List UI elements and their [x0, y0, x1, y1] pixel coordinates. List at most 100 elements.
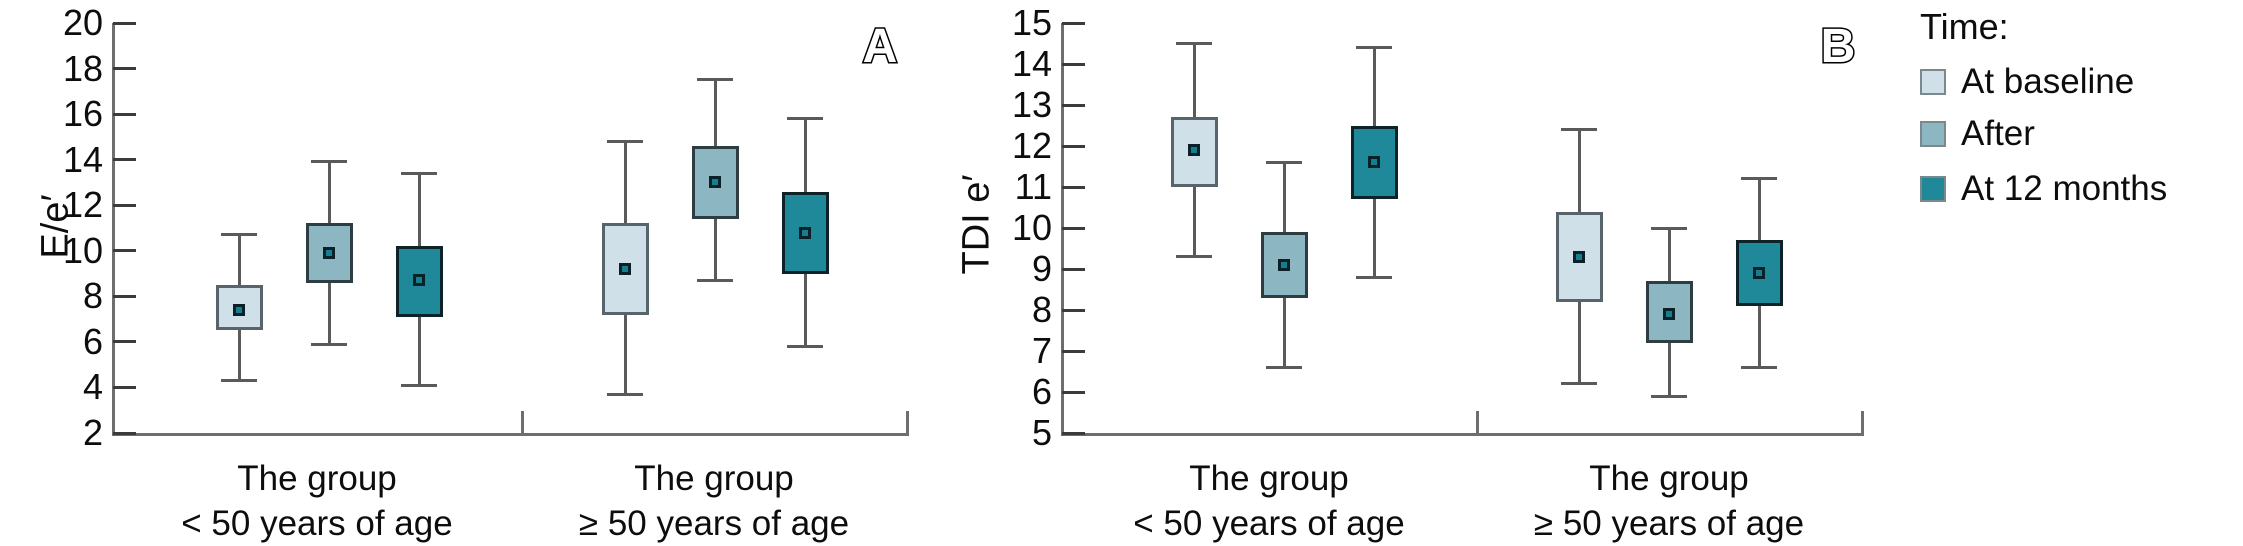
- group-separator-tick: [520, 411, 524, 433]
- y-tick-label: 15: [1011, 2, 1052, 43]
- legend-label-12-months: At 12 months: [1961, 169, 2168, 208]
- whisker-cap-bottom: [787, 344, 823, 348]
- whisker-cap-bottom: [1356, 275, 1392, 279]
- y-tick-label: 5: [1031, 412, 1052, 453]
- legend-item-after: After: [1920, 114, 2035, 154]
- whisker-cap-bottom: [1741, 365, 1777, 369]
- panel-letter: A: [848, 14, 912, 78]
- y-tick: [1062, 349, 1085, 353]
- whisker-cap-top: [787, 117, 823, 121]
- x-category-label-line: ≥ 50 years of age: [578, 504, 850, 543]
- panel-letter: B: [1806, 14, 1870, 78]
- y-tick-label: 13: [1011, 84, 1052, 125]
- whisker-cap-top: [311, 160, 347, 164]
- group-separator-tick: [1475, 411, 1479, 433]
- whisker-cap-top: [1356, 46, 1392, 50]
- legend-title: Time:: [1920, 6, 2009, 47]
- whisker-cap-top: [1266, 160, 1302, 164]
- legend-swatch-12-months-icon: [1920, 176, 1946, 202]
- axis-end-tick: [1860, 411, 1864, 433]
- whisker-cap-top: [1651, 226, 1687, 230]
- x-axis-line: [111, 433, 909, 436]
- mean-marker: [619, 263, 631, 275]
- y-tick-label: 6: [82, 320, 103, 362]
- y-tick: [113, 431, 136, 435]
- y-tick-label: 18: [62, 47, 103, 89]
- x-axis-line: [1060, 433, 1864, 436]
- mean-marker: [799, 226, 811, 239]
- x-category-label-line: The group: [1189, 459, 1349, 498]
- legend-label-after: After: [1961, 114, 2035, 153]
- y-tick-label: 10: [62, 229, 103, 271]
- y-tick-label: 12: [62, 184, 103, 226]
- legend-item-12-months: At 12 months: [1920, 169, 2167, 209]
- legend-item-baseline: At baseline: [1920, 62, 2134, 102]
- y-axis-line: [111, 23, 115, 436]
- y-tick-label: 12: [1011, 125, 1052, 166]
- x-category-label-line: < 50 years of age: [1133, 504, 1405, 543]
- mean-marker: [1663, 308, 1675, 321]
- whisker-cap-bottom: [221, 379, 257, 383]
- mean-marker: [233, 304, 245, 316]
- y-tick: [113, 294, 136, 298]
- y-tick: [1062, 267, 1085, 271]
- mean-marker: [1188, 144, 1200, 157]
- svg-text:A: A: [863, 20, 898, 73]
- y-tick-label: 8: [1031, 289, 1052, 330]
- whisker-cap-bottom: [607, 392, 643, 396]
- whisker-cap-top: [1561, 128, 1597, 132]
- y-tick: [1062, 226, 1085, 230]
- y-tick-label: 6: [1031, 371, 1052, 412]
- x-category-label: The group < 50 years of age: [57, 456, 577, 546]
- y-tick: [113, 21, 136, 25]
- y-tick: [113, 112, 136, 116]
- x-category-label-line: < 50 years of age: [181, 504, 453, 543]
- whisker-cap-bottom: [1651, 394, 1687, 398]
- mean-marker: [1368, 156, 1380, 169]
- whisker-cap-bottom: [311, 342, 347, 346]
- y-tick: [113, 249, 136, 253]
- x-category-label: The group ≥ 50 years of age: [1409, 456, 1929, 546]
- y-axis-title: E/e′: [34, 194, 77, 259]
- x-category-label: The group ≥ 50 years of age: [454, 456, 974, 546]
- y-tick: [1062, 308, 1085, 312]
- mean-marker: [1278, 258, 1290, 271]
- whisker-cap-bottom: [1176, 255, 1212, 259]
- mean-marker: [1573, 250, 1585, 263]
- whisker-cap-bottom: [1266, 365, 1302, 369]
- y-tick-label: 20: [62, 2, 103, 43]
- y-tick-label: 16: [62, 93, 103, 135]
- y-tick-label: 14: [1011, 43, 1052, 84]
- whisker-cap-top: [221, 233, 257, 237]
- y-tick-label: 7: [1031, 330, 1052, 371]
- legend-swatch-baseline-icon: [1920, 69, 1946, 95]
- y-tick: [113, 340, 136, 344]
- y-tick: [1062, 62, 1085, 66]
- whisker-cap-bottom: [401, 383, 437, 387]
- y-tick: [1062, 21, 1085, 25]
- y-tick: [1062, 144, 1085, 148]
- whisker-cap-bottom: [697, 278, 733, 282]
- y-tick: [113, 385, 136, 389]
- axis-end-tick: [905, 411, 909, 433]
- y-tick-label: 4: [82, 366, 103, 408]
- y-tick: [1062, 103, 1085, 107]
- x-category-label-line: The group: [634, 459, 794, 498]
- y-tick-label: 2: [82, 412, 103, 453]
- mean-marker: [709, 176, 721, 189]
- box-iqr: [1735, 240, 1783, 306]
- legend-swatch-after-icon: [1920, 121, 1946, 147]
- y-tick-label: 14: [62, 138, 103, 180]
- mean-marker: [323, 247, 335, 260]
- legend-label-baseline: At baseline: [1961, 62, 2135, 101]
- y-tick: [1062, 390, 1085, 394]
- whisker-cap-top: [1741, 177, 1777, 181]
- x-category-label: The group < 50 years of age: [1009, 456, 1529, 546]
- y-tick-label: 11: [1014, 166, 1052, 207]
- whisker-cap-top: [401, 171, 437, 175]
- box-iqr: [781, 191, 829, 274]
- y-tick-label: 10: [1011, 207, 1052, 248]
- whisker-cap-top: [697, 78, 733, 82]
- y-tick-label: 8: [82, 275, 103, 317]
